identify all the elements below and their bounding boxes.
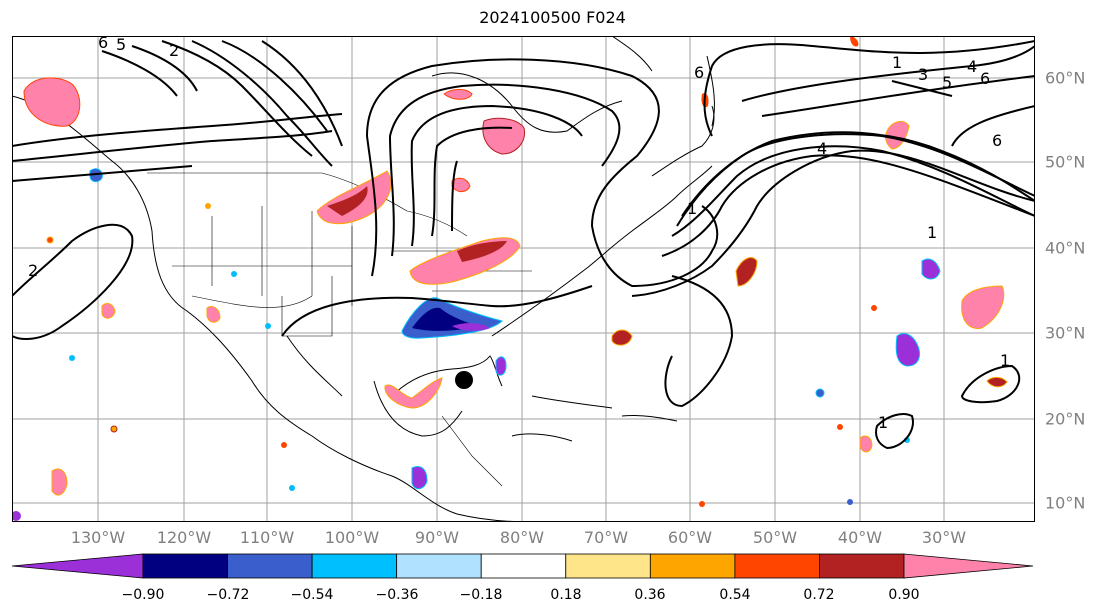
graticule: [12, 36, 1035, 522]
colorbar-tick-label: 0.36: [634, 587, 666, 603]
contour-label: 5: [116, 36, 126, 54]
colorbar-cell: [649, 553, 736, 579]
colorbar-cell: [227, 553, 313, 579]
contour-label: 2: [28, 261, 38, 280]
colorbar-tick-label: −0.90: [121, 587, 165, 603]
lat-label: 50°N: [1045, 152, 1086, 172]
colorbar-tick-label: −0.72: [206, 587, 250, 603]
contour-label: 1: [892, 53, 902, 72]
contour-label: 1: [1000, 351, 1010, 370]
colorbar-cell: [734, 553, 820, 579]
lon-label: 100°W: [324, 528, 380, 547]
contours: [12, 40, 1035, 450]
lat-label: 10°N: [1045, 493, 1086, 513]
lat-label: 60°N: [1045, 68, 1086, 88]
contour-label: 1: [687, 199, 697, 218]
colorbar-tick-label: −0.36: [375, 587, 419, 603]
contour-label: 1: [927, 223, 937, 242]
patch-alaska: [23, 77, 81, 127]
colorbar-cell: [565, 553, 651, 579]
coastlines: [12, 36, 715, 522]
lat-label: 30°N: [1045, 323, 1086, 343]
lat-label: 20°N: [1045, 409, 1086, 429]
colorbar: [11, 553, 1034, 579]
lon-label: 40°W: [837, 528, 883, 547]
contour-label: 6: [992, 131, 1002, 150]
colorbar-tick-label: 0.18: [550, 587, 582, 603]
storm-center-marker: [455, 371, 473, 389]
contour-label: 4: [967, 57, 977, 76]
contour-label: 3: [918, 65, 928, 84]
lon-label: 70°W: [583, 528, 629, 547]
colorbar-tick-label: −0.18: [459, 587, 503, 603]
lon-label: 90°W: [414, 528, 460, 547]
colorbar-extend-low: [11, 553, 144, 579]
colorbar-tick-label: −0.54: [290, 587, 334, 603]
contour-label: 2: [169, 41, 179, 60]
lon-label: 110°W: [239, 528, 295, 547]
contour-labels: 6 5 2 6 1 3 4 5 6 6 4 1 1 2 1 1: [28, 36, 1010, 432]
colorbar-extend-high: [903, 553, 1034, 579]
contour-label: 6: [98, 36, 108, 52]
colorbar-cell: [396, 553, 482, 579]
lon-label: 50°W: [752, 528, 798, 547]
lon-label: 60°W: [667, 528, 713, 547]
patch-gulf: [384, 377, 443, 409]
colorbar-cell: [311, 553, 398, 579]
lon-label: 30°W: [921, 528, 967, 547]
lon-label: 80°W: [499, 528, 545, 547]
contour-label: 6: [694, 63, 704, 82]
colorbar-cell: [142, 553, 228, 579]
contour-label: 6: [980, 69, 990, 88]
lon-label: 120°W: [156, 528, 212, 547]
map-title: 2024100500 F024: [479, 8, 626, 27]
contour-label: 4: [817, 139, 827, 158]
contour-label: 5: [942, 73, 952, 92]
colorbar-tick-label: 0.90: [888, 587, 920, 603]
colorbar-cell: [819, 553, 905, 579]
colorbar-tick-label: 0.72: [803, 587, 835, 603]
colorbar-cell: [480, 553, 567, 579]
lat-label: 40°N: [1045, 238, 1086, 258]
colorbar-tick-label: 0.54: [719, 587, 751, 603]
lon-label: 130°W: [70, 528, 126, 547]
contour-label: 1: [878, 413, 888, 432]
map-panel: 6 5 2 6 1 3 4 5 6 6 4 1 1 2 1 1: [12, 36, 1035, 522]
